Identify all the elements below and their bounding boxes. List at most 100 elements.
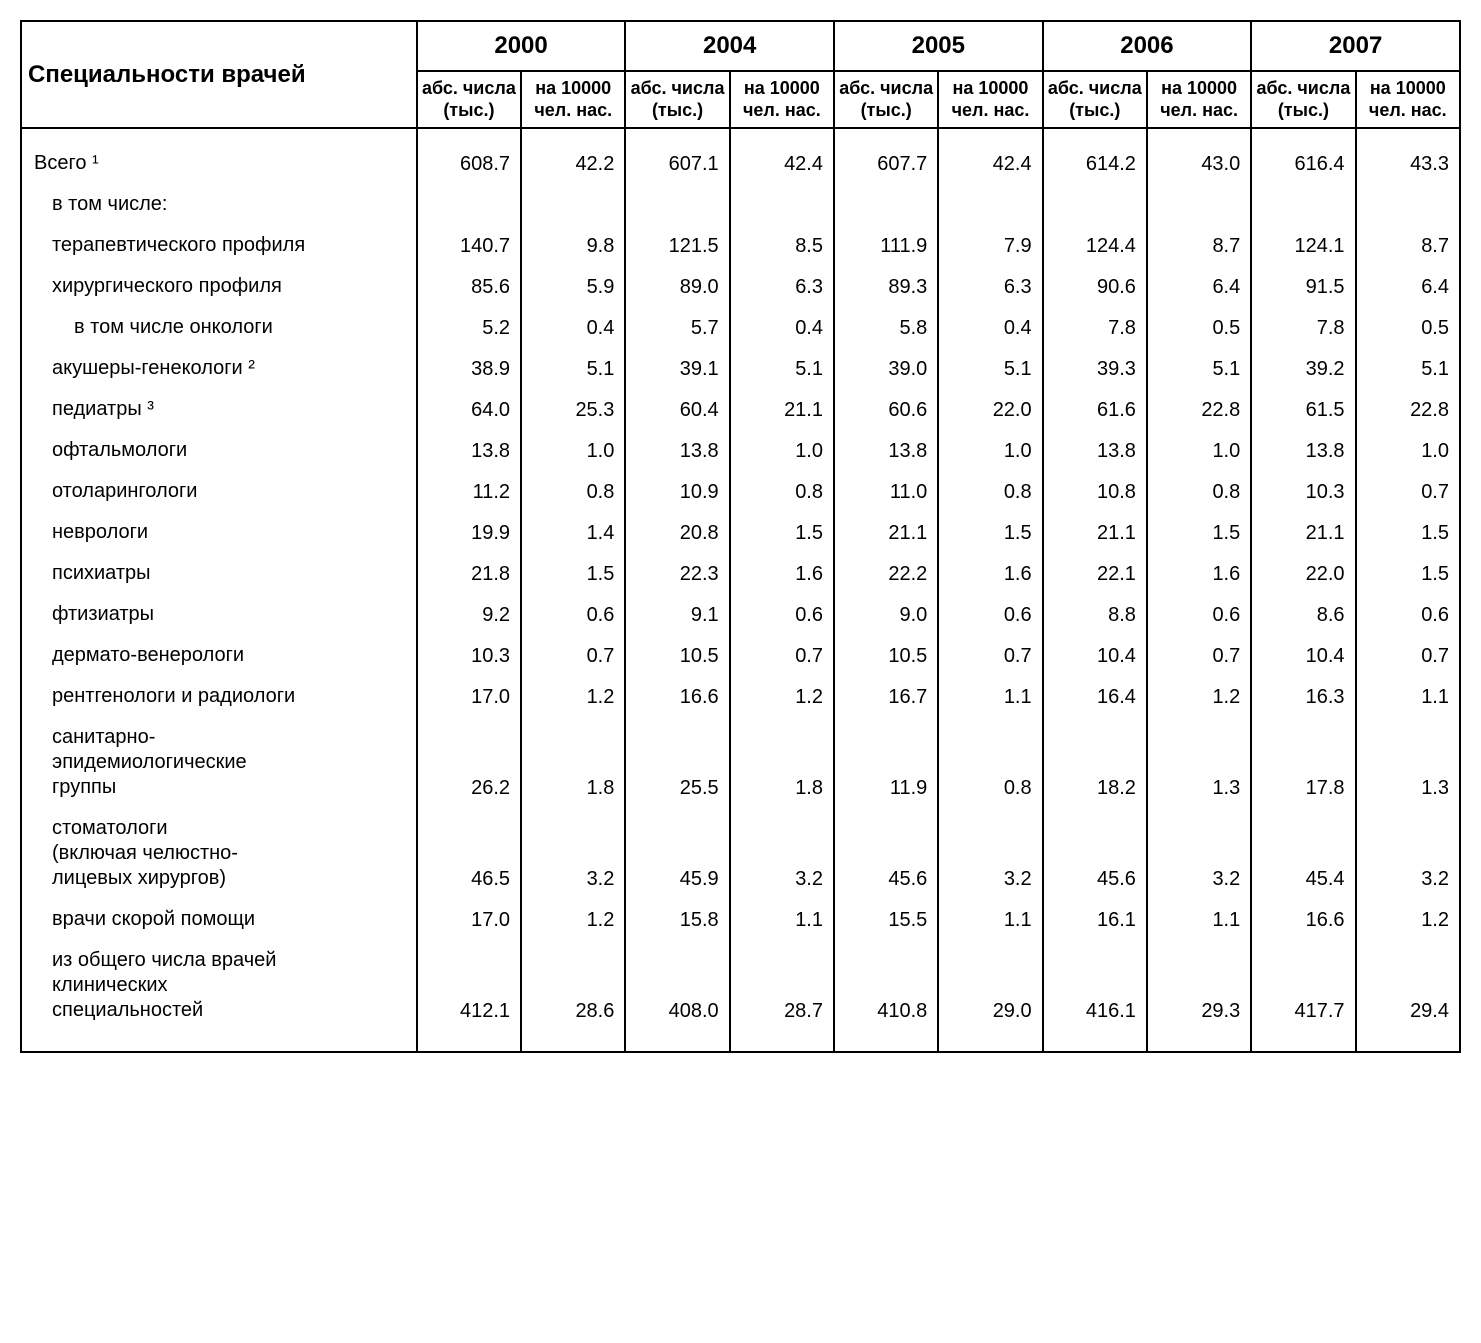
table-cell: 39.0 [834, 348, 938, 389]
table-cell: 89.3 [834, 266, 938, 307]
table-row: акушеры-генекологи ²38.95.139.15.139.05.… [21, 348, 1460, 389]
table-cell: 9.2 [417, 594, 521, 635]
year-header: 2005 [834, 21, 1043, 71]
table-cell: 60.6 [834, 389, 938, 430]
table-row: Всего ¹608.742.2607.142.4607.742.4614.24… [21, 143, 1460, 184]
table-cell [417, 184, 521, 225]
table-cell: 16.3 [1251, 676, 1355, 717]
table-cell: 10.5 [834, 635, 938, 676]
table-cell: 140.7 [417, 225, 521, 266]
table-cell: 85.6 [417, 266, 521, 307]
table-cell: 10.4 [1043, 635, 1147, 676]
table-row: фтизиатры9.20.69.10.69.00.68.80.68.60.6 [21, 594, 1460, 635]
table-cell: 5.1 [521, 348, 625, 389]
table-cell: 22.0 [938, 389, 1042, 430]
table-cell: 22.8 [1356, 389, 1460, 430]
table-cell: 18.2 [1043, 717, 1147, 808]
table-cell: 13.8 [1251, 430, 1355, 471]
table-cell: 607.7 [834, 143, 938, 184]
row-label: врачи скорой помощи [21, 899, 417, 940]
table-cell: 22.1 [1043, 553, 1147, 594]
row-label-header: Специальности врачей [21, 21, 417, 128]
table-cell: 5.1 [1356, 348, 1460, 389]
table-cell: 11.0 [834, 471, 938, 512]
table-cell: 8.8 [1043, 594, 1147, 635]
table-cell: 21.1 [1043, 512, 1147, 553]
sub-abs-header: абс. числа (тыс.) [834, 71, 938, 128]
row-label: хирургического профиля [21, 266, 417, 307]
table-row: стоматологи(включая челюстно-лицевых хир… [21, 808, 1460, 899]
table-cell: 1.3 [1147, 717, 1251, 808]
row-label: фтизиатры [21, 594, 417, 635]
table-cell: 5.1 [938, 348, 1042, 389]
table-cell: 10.3 [1251, 471, 1355, 512]
table-cell: 11.2 [417, 471, 521, 512]
table-cell: 0.8 [938, 471, 1042, 512]
row-label: из общего числа врачейклиническихспециал… [21, 940, 417, 1031]
table-cell: 39.2 [1251, 348, 1355, 389]
table-cell: 13.8 [834, 430, 938, 471]
table-cell: 1.0 [521, 430, 625, 471]
table-cell: 1.1 [938, 899, 1042, 940]
table-cell: 1.6 [938, 553, 1042, 594]
row-label: терапевтического профиля [21, 225, 417, 266]
table-cell: 614.2 [1043, 143, 1147, 184]
table-cell [938, 184, 1042, 225]
doctors-specialty-table: Специальности врачей 2000 2004 2005 2006… [20, 20, 1461, 1053]
table-cell: 9.0 [834, 594, 938, 635]
table-cell: 1.0 [730, 430, 834, 471]
row-label: психиатры [21, 553, 417, 594]
table-cell: 11.9 [834, 717, 938, 808]
table-cell [834, 184, 938, 225]
table-cell: 25.5 [625, 717, 729, 808]
table-cell: 5.1 [730, 348, 834, 389]
table-cell: 1.5 [1147, 512, 1251, 553]
table-cell: 607.1 [625, 143, 729, 184]
table-row: санитарно-эпидемиологическиегруппы26.2 1.… [21, 717, 1460, 808]
table-cell: 1.5 [1356, 512, 1460, 553]
year-header: 2004 [625, 21, 834, 71]
table-cell: 16.6 [1251, 899, 1355, 940]
table-cell: 15.8 [625, 899, 729, 940]
table-cell: 13.8 [1043, 430, 1147, 471]
table-cell: 17.0 [417, 676, 521, 717]
table-cell: 10.4 [1251, 635, 1355, 676]
table-cell: 16.7 [834, 676, 938, 717]
table-cell: 0.5 [1147, 307, 1251, 348]
table-row: педиатры ³64.025.360.421.160.622.061.622… [21, 389, 1460, 430]
table-cell: 22.3 [625, 553, 729, 594]
table-cell: 3.2 [1147, 808, 1251, 899]
table-cell: 13.8 [625, 430, 729, 471]
table-cell: 1.1 [938, 676, 1042, 717]
table-body: Всего ¹608.742.2607.142.4607.742.4614.24… [21, 128, 1460, 1052]
row-label: стоматологи(включая челюстно-лицевых хир… [21, 808, 417, 899]
table-cell: 0.7 [521, 635, 625, 676]
table-cell: 0.4 [938, 307, 1042, 348]
sub-per-header: на 10000 чел. нас. [938, 71, 1042, 128]
table-cell: 26.2 [417, 717, 521, 808]
sub-abs-header: абс. числа (тыс.) [625, 71, 729, 128]
table-cell: 10.8 [1043, 471, 1147, 512]
row-label: санитарно-эпидемиологическиегруппы [21, 717, 417, 808]
table-cell: 28.6 [521, 940, 625, 1031]
table-cell: 42.4 [730, 143, 834, 184]
sub-per-header: на 10000 чел. нас. [1147, 71, 1251, 128]
table-cell: 616.4 [1251, 143, 1355, 184]
table-cell: 10.3 [417, 635, 521, 676]
table-cell: 1.4 [521, 512, 625, 553]
table-cell: 0.6 [730, 594, 834, 635]
table-cell: 0.7 [1356, 635, 1460, 676]
table-row: отоларингологи11.20.810.90.811.00.810.80… [21, 471, 1460, 512]
table-cell: 39.1 [625, 348, 729, 389]
table-cell: 1.2 [521, 676, 625, 717]
table-cell: 89.0 [625, 266, 729, 307]
table-cell: 1.5 [1356, 553, 1460, 594]
table-cell: 412.1 [417, 940, 521, 1031]
table-cell: 21.1 [834, 512, 938, 553]
table-cell [1251, 184, 1355, 225]
table-cell: 21.1 [730, 389, 834, 430]
table-cell: 17.0 [417, 899, 521, 940]
table-cell: 46.5 [417, 808, 521, 899]
table-cell: 16.1 [1043, 899, 1147, 940]
table-cell: 3.2 [938, 808, 1042, 899]
